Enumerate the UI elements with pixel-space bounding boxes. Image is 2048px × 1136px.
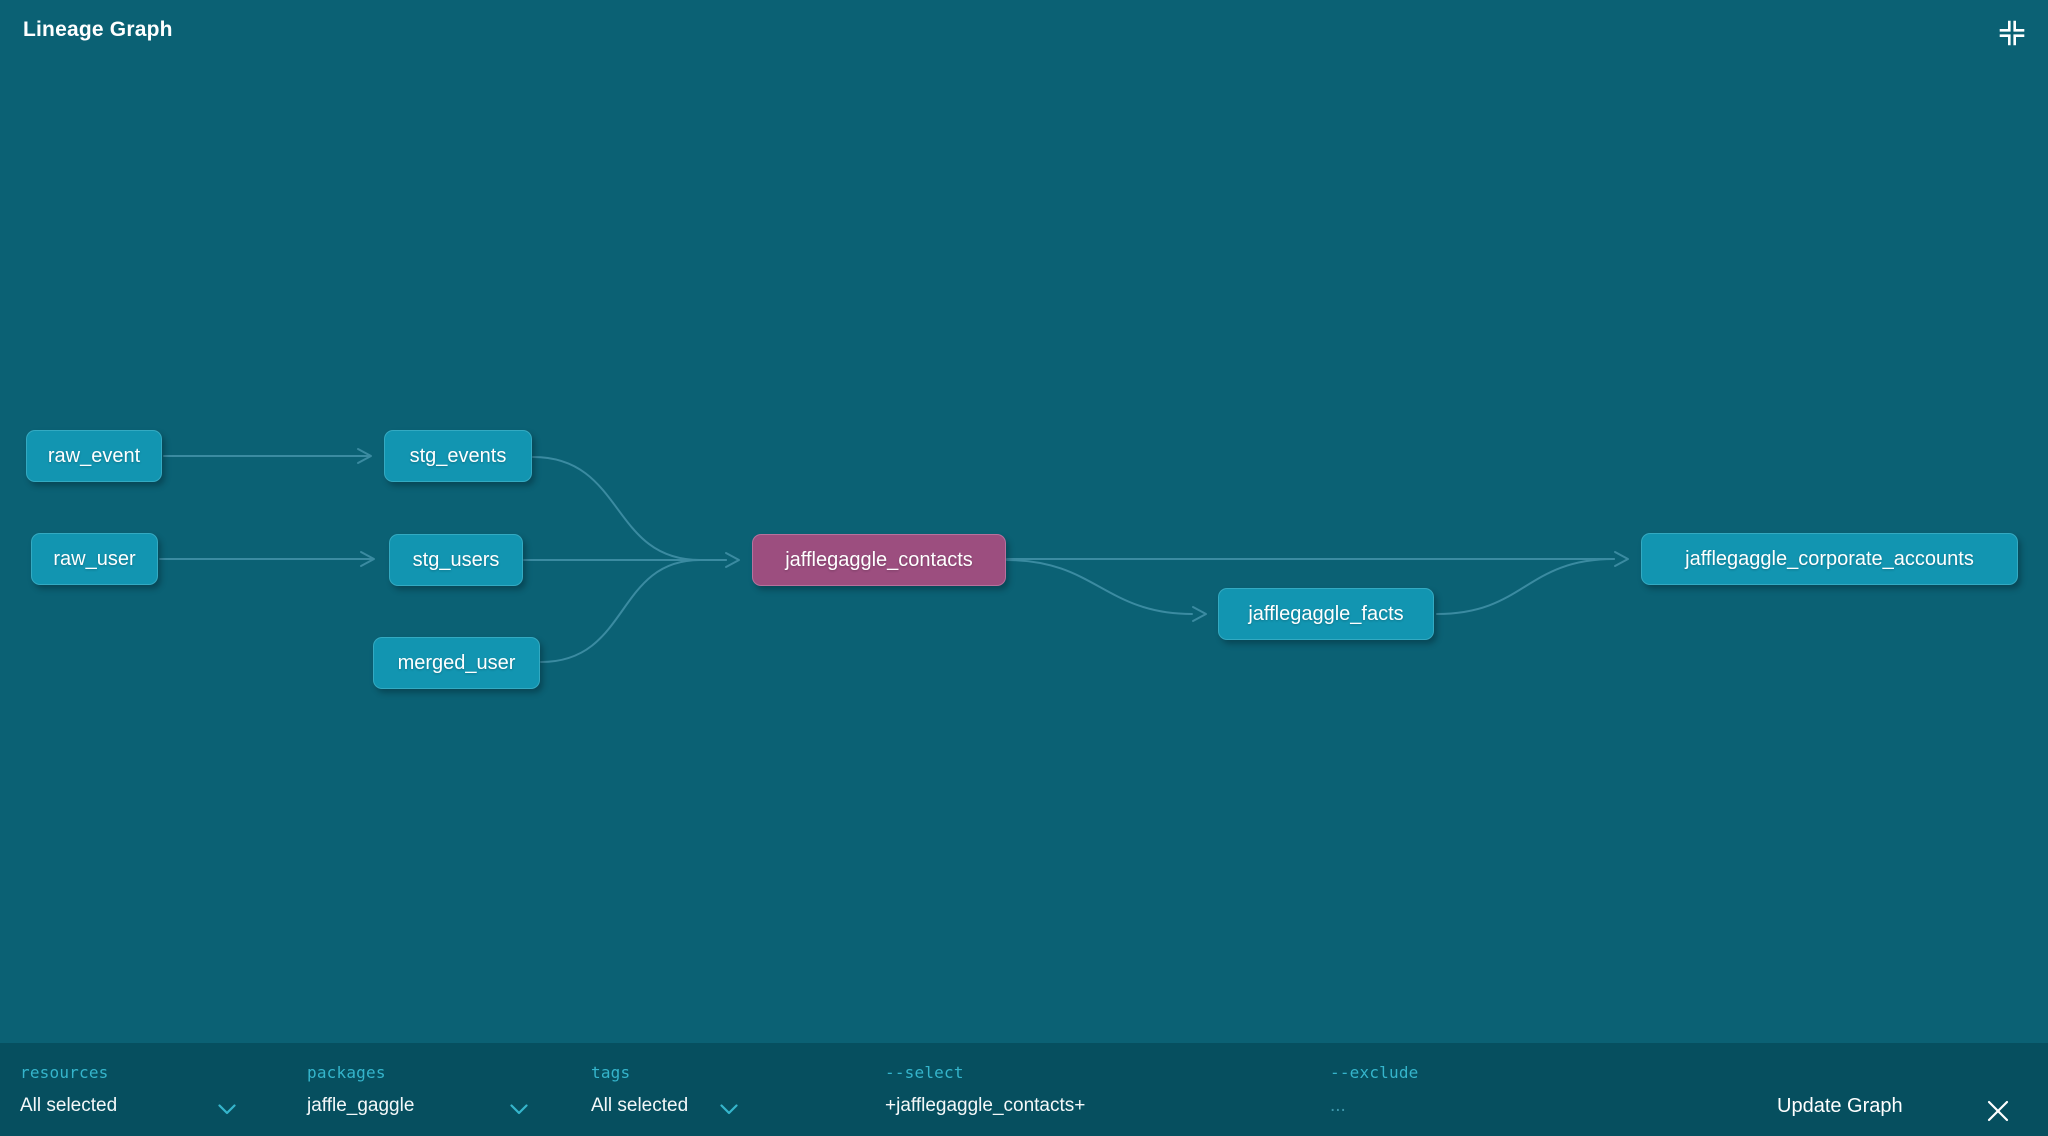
node-jafflegaggle-corporate-accounts[interactable]: jafflegaggle_corporate_accounts bbox=[1641, 533, 2018, 585]
exclude-value[interactable]: ... bbox=[1330, 1095, 1346, 1116]
compress-icon-glyph bbox=[1999, 20, 2025, 46]
page-title: Lineage Graph bbox=[23, 18, 173, 41]
filter-bar: resources All selected packages jaffle_g… bbox=[0, 1043, 2048, 1136]
exclude-label: --exclude bbox=[1330, 1063, 1419, 1082]
update-graph-button[interactable]: Update Graph bbox=[1777, 1095, 1903, 1117]
chevron-down-icon[interactable] bbox=[720, 1103, 738, 1118]
tags-label: tags bbox=[591, 1063, 631, 1082]
node-jafflegaggle-facts[interactable]: jafflegaggle_facts bbox=[1218, 588, 1434, 640]
resources-label: resources bbox=[20, 1063, 109, 1082]
close-icon-glyph bbox=[1987, 1100, 2009, 1122]
select-input[interactable]: --select +jafflegaggle_contacts+ bbox=[885, 1043, 1185, 1136]
node-raw-user[interactable]: raw_user bbox=[31, 533, 158, 585]
select-label: --select bbox=[885, 1063, 964, 1082]
resources-value[interactable]: All selected bbox=[20, 1095, 118, 1116]
packages-dropdown[interactable]: packages jaffle_gaggle bbox=[307, 1043, 547, 1136]
close-icon[interactable] bbox=[1983, 1096, 2013, 1126]
compress-icon[interactable] bbox=[1993, 14, 2031, 52]
packages-label: packages bbox=[307, 1063, 386, 1082]
node-raw-event[interactable]: raw_event bbox=[26, 430, 162, 482]
chevron-down-icon[interactable] bbox=[218, 1103, 236, 1118]
chevron-down-icon[interactable] bbox=[510, 1103, 528, 1118]
node-merged-user[interactable]: merged_user bbox=[373, 637, 540, 689]
node-jafflegaggle-contacts-selected[interactable]: jafflegaggle_contacts bbox=[752, 534, 1006, 586]
packages-value[interactable]: jaffle_gaggle bbox=[307, 1095, 415, 1116]
tags-dropdown[interactable]: tags All selected bbox=[591, 1043, 771, 1136]
tags-value[interactable]: All selected bbox=[591, 1095, 689, 1116]
select-value[interactable]: +jafflegaggle_contacts+ bbox=[885, 1095, 1086, 1116]
node-stg-users[interactable]: stg_users bbox=[389, 534, 523, 586]
exclude-input[interactable]: --exclude ... bbox=[1330, 1043, 1530, 1136]
resources-dropdown[interactable]: resources All selected bbox=[20, 1043, 260, 1136]
node-stg-events[interactable]: stg_events bbox=[384, 430, 532, 482]
